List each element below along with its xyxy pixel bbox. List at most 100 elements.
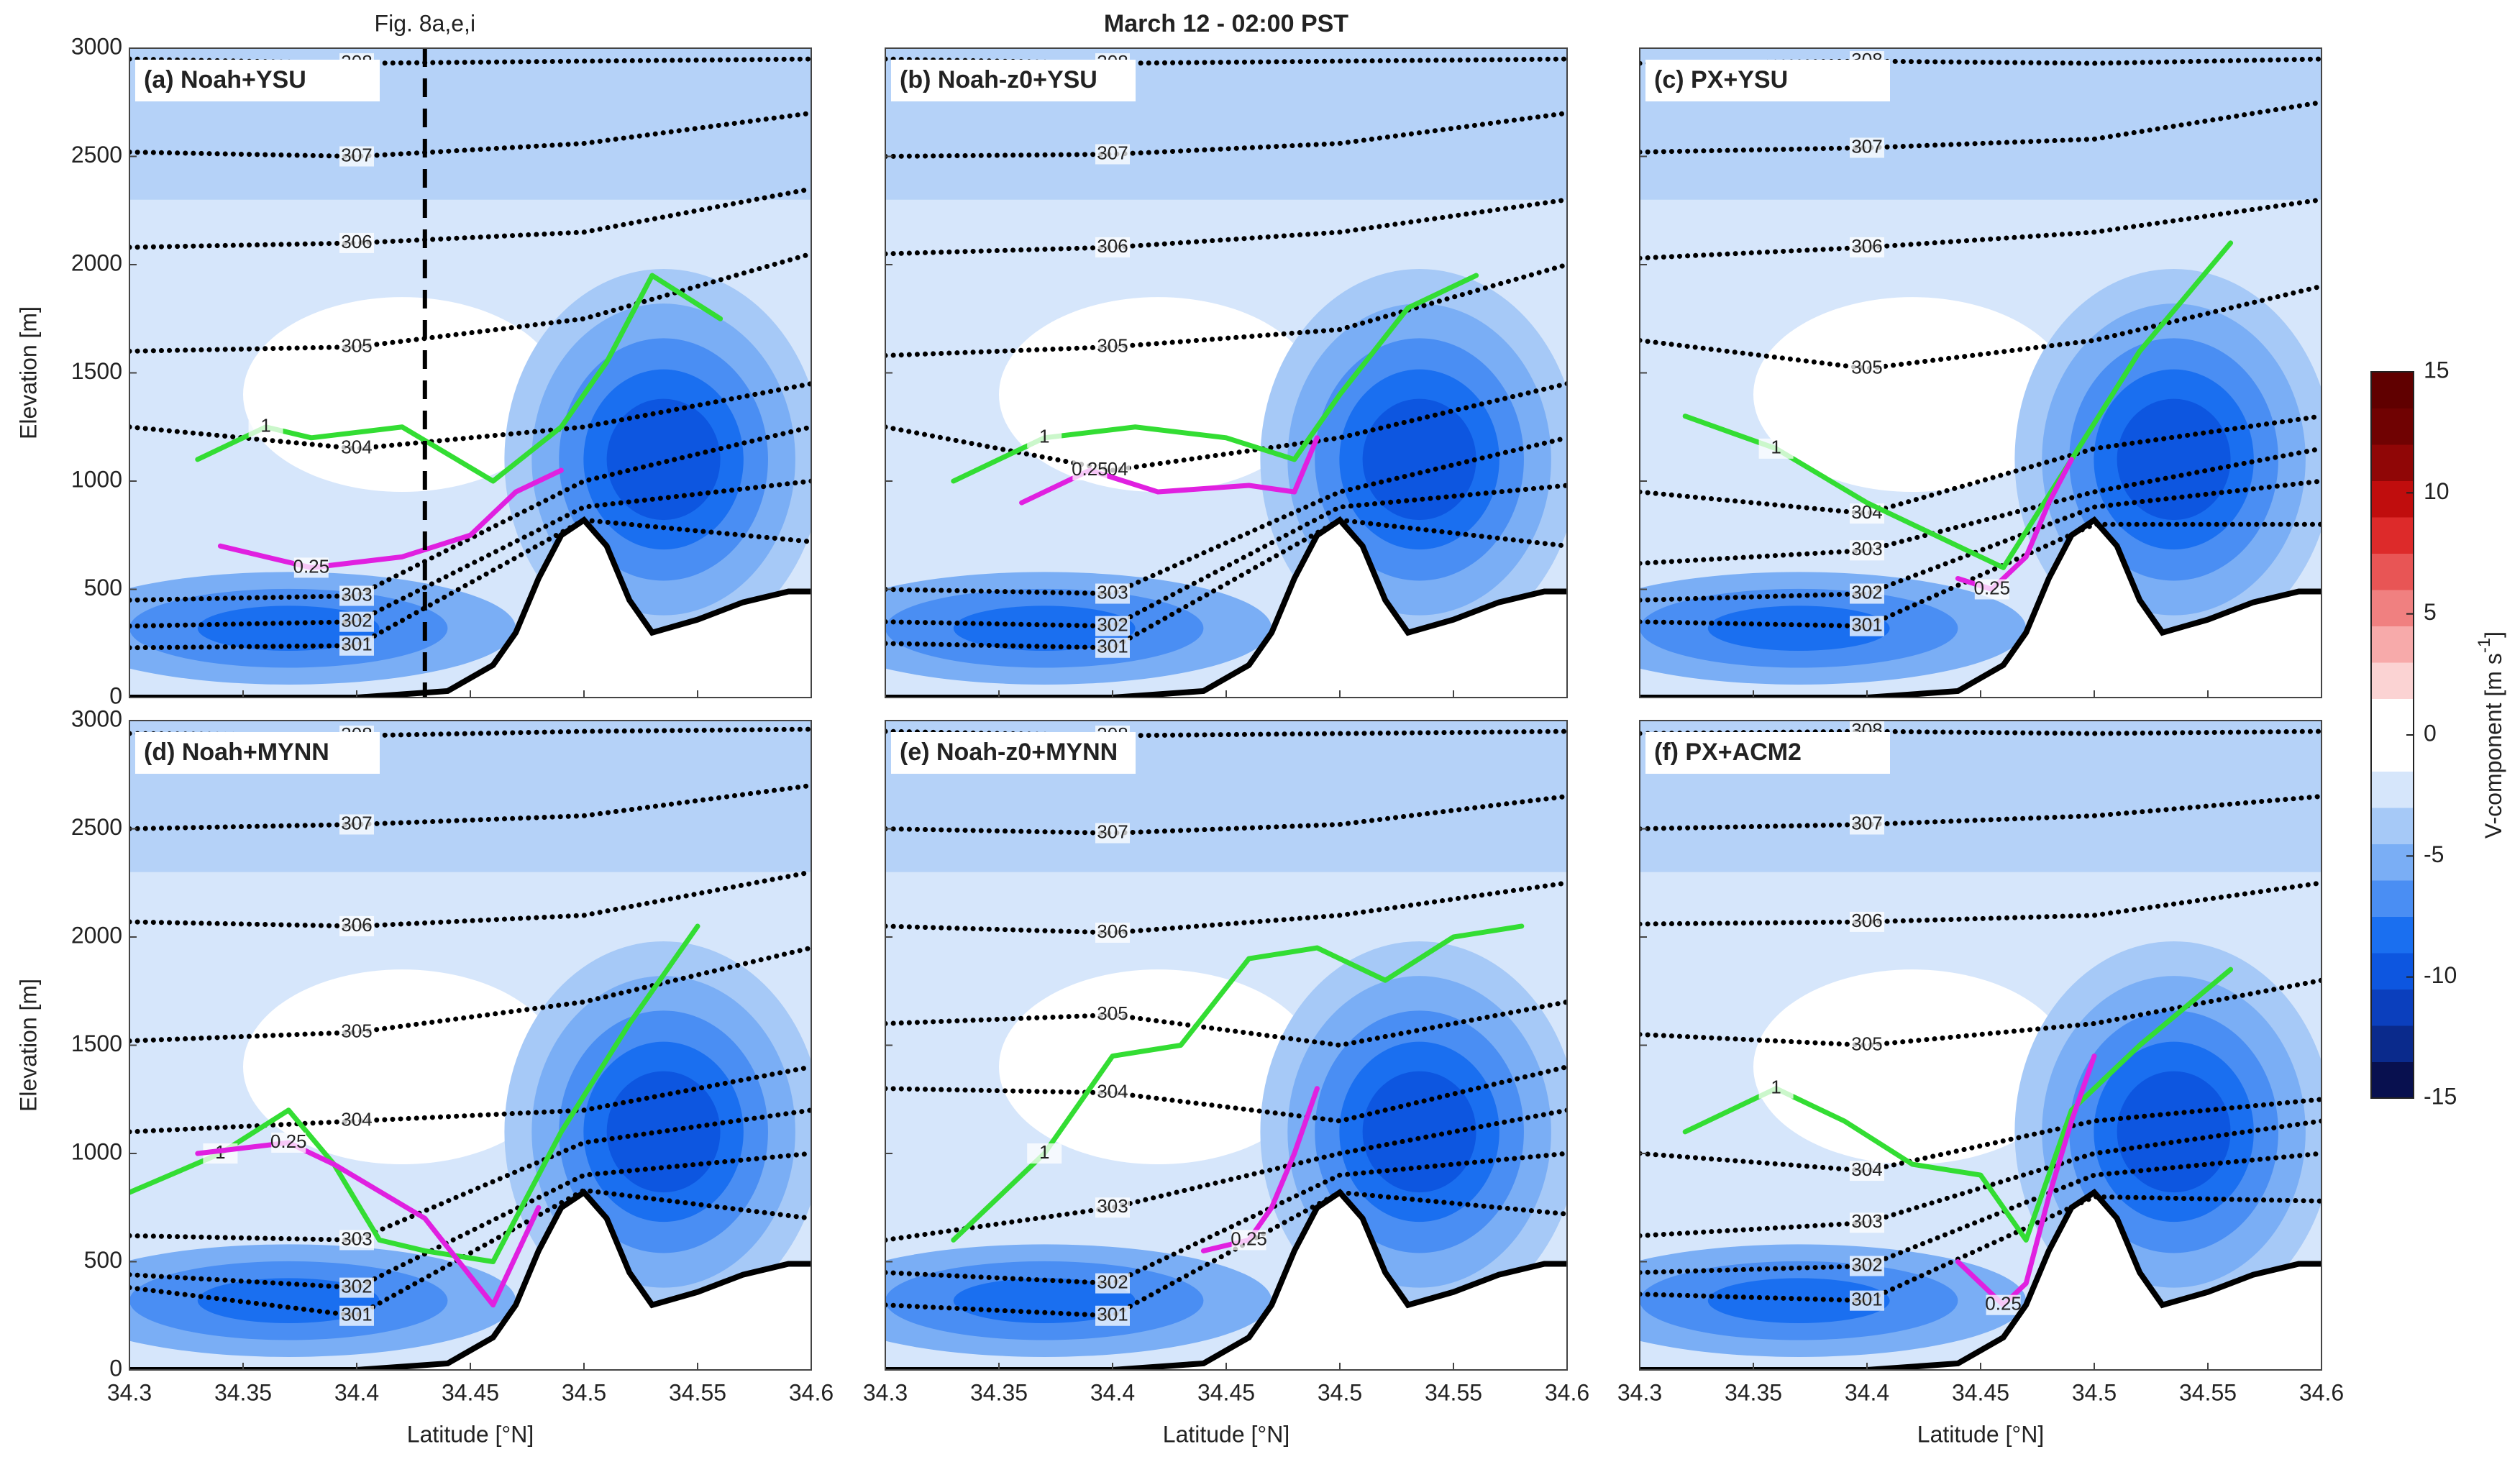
colorbar-tick-label: -10	[2424, 962, 2457, 988]
contour-label: 302	[1097, 614, 1128, 636]
colorbar-band	[2371, 590, 2414, 626]
colorbar-band	[2371, 844, 2414, 881]
contour-label: 305	[1097, 334, 1128, 356]
x-axis-label: Latitude [°N]	[1917, 1421, 2044, 1447]
contour-label-bg	[339, 1305, 374, 1326]
isentrope	[885, 262, 1567, 358]
contour-label-bg	[1095, 637, 1130, 658]
isentrope	[885, 793, 1567, 836]
x-tick-label: 34.45	[442, 1379, 499, 1405]
isentrope	[1640, 1118, 2322, 1238]
ground	[129, 1192, 811, 1370]
isentrope	[129, 1151, 811, 1291]
isentrope	[885, 435, 1567, 597]
x-tick-label: 34.55	[1425, 1379, 1482, 1405]
contour-label-bg	[339, 611, 374, 632]
contour-label-bg	[1986, 1294, 2021, 1315]
isentrope	[885, 1064, 1567, 1124]
contour-label: 1	[260, 415, 270, 437]
contour-label-bg	[248, 416, 283, 437]
isentrope	[1640, 880, 2322, 927]
contour-label: 303	[1097, 1195, 1128, 1217]
contour-label: 304	[1851, 1158, 1882, 1180]
contour-label-bg	[1027, 1143, 1062, 1164]
contour-label-bg	[1095, 337, 1130, 357]
contour-label: 307	[1097, 142, 1128, 163]
contour-label: 1	[1039, 426, 1049, 447]
isentrope	[1640, 413, 2322, 516]
contour-label: 307	[1851, 812, 1882, 833]
contour-label-bg	[339, 232, 374, 253]
y-tick-label: 1500	[71, 358, 122, 384]
isentrope	[1640, 446, 2322, 566]
colorbar-band	[2371, 553, 2414, 590]
contour-label-bg	[1850, 237, 1884, 257]
panel-title: (d) Noah+MYNN	[144, 739, 329, 766]
colorbar-band	[2371, 408, 2414, 445]
x-tick-label: 34.6	[2299, 1379, 2344, 1405]
contour-label: 1	[1039, 1141, 1049, 1163]
marker-label: Fig. 8a,e,i	[375, 10, 476, 36]
x-tick-label: 34.35	[214, 1379, 272, 1405]
y-tick-label: 500	[84, 575, 122, 600]
contour-label-bg	[1850, 1161, 1884, 1182]
shading	[2117, 398, 2231, 521]
isentrope	[885, 110, 1567, 159]
contour-label: 306	[1851, 910, 1882, 931]
panel-title-bg	[1645, 732, 1890, 774]
contour-label: 302	[341, 610, 372, 631]
shading	[1753, 297, 2072, 493]
contour-label-bg	[1850, 1290, 1884, 1311]
x-tick-label: 34.55	[2179, 1379, 2237, 1405]
ground	[129, 520, 811, 698]
y-tick-label: 3000	[71, 33, 122, 59]
contour-label-bg	[293, 557, 329, 578]
contour-label: 306	[1851, 235, 1882, 257]
x-tick-label: 34.6	[1545, 1379, 1589, 1405]
isentrope	[1640, 99, 2322, 155]
contour-label-bg	[1095, 823, 1130, 844]
isentrope	[885, 1189, 1567, 1319]
shading	[2117, 1071, 2231, 1193]
contour-label-bg	[1974, 579, 2009, 600]
x-tick-label: 34.55	[669, 1379, 726, 1405]
shading	[1707, 605, 1890, 651]
colorbar-band	[2371, 916, 2414, 954]
panel-title: (f) PX+ACM2	[1654, 739, 1802, 766]
colorbar-band	[2371, 880, 2414, 917]
isentrope	[885, 880, 1567, 936]
x-axis-label: Latitude [°N]	[1163, 1421, 1289, 1447]
contour-label: 303	[341, 583, 372, 605]
contour-label: 0.25	[270, 1130, 307, 1152]
contour-label: 0.25	[293, 555, 329, 577]
isentrope	[1640, 521, 2322, 629]
x-tick-label: 34.4	[1845, 1379, 1889, 1405]
contour-label: 303	[1851, 1210, 1882, 1232]
contour-label: 305	[341, 334, 372, 356]
colorbar-band	[2371, 480, 2414, 518]
contour-label: 1	[1771, 437, 1781, 458]
isentrope	[885, 197, 1567, 257]
isentrope	[129, 1064, 811, 1135]
y-tick-label: 2500	[71, 142, 122, 168]
terrain	[129, 1188, 811, 1370]
contour-label: 306	[1097, 235, 1128, 257]
isentrope	[129, 517, 811, 651]
isentrope	[129, 869, 811, 929]
y-tick-label: 1000	[71, 466, 122, 492]
contour-label-bg	[339, 337, 374, 357]
contour-label-bg	[1850, 583, 1884, 604]
colorbar-label-sup: -1	[2475, 638, 2494, 653]
shading	[197, 605, 380, 651]
contour-label-bg	[1027, 427, 1062, 448]
contour-label: 302	[341, 1275, 372, 1297]
contour-label-bg	[1850, 1035, 1884, 1056]
contour-label-bg	[1095, 144, 1130, 165]
contour-label: 0.25	[1973, 577, 2010, 598]
contour-label-bg	[1095, 1305, 1130, 1326]
isentrope	[129, 1107, 811, 1243]
y-tick-label: 2000	[71, 250, 122, 275]
